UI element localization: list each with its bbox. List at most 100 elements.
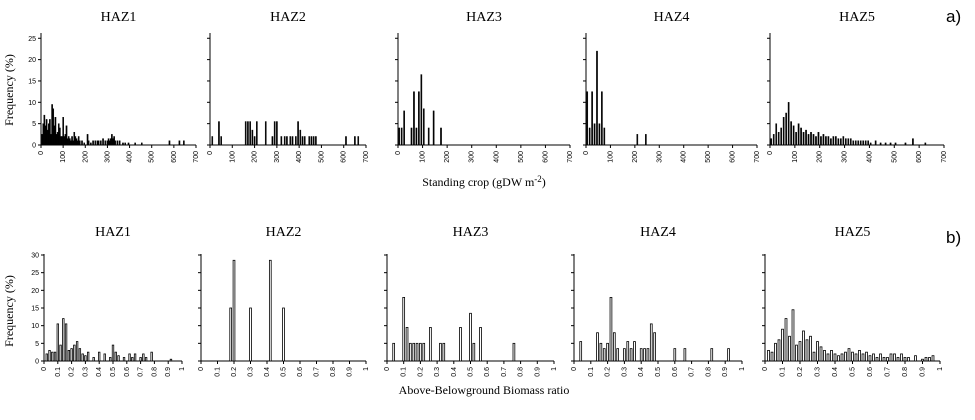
bar xyxy=(928,357,931,362)
panel-title-a-haz1: HAZ1 xyxy=(101,10,137,25)
bar xyxy=(432,110,435,146)
bar xyxy=(183,140,185,146)
xtick-label: 400 xyxy=(296,151,303,163)
bar xyxy=(812,134,815,146)
bar xyxy=(879,142,882,146)
xtick-label: 400 xyxy=(681,151,688,163)
bar xyxy=(427,127,430,146)
bar xyxy=(832,136,835,146)
bar xyxy=(104,140,107,146)
xtick-label: 500 xyxy=(891,151,898,163)
xtick-label: 0 xyxy=(583,151,590,155)
bar xyxy=(282,307,285,362)
xtick-label: 0 xyxy=(571,367,578,371)
bar xyxy=(819,346,823,362)
bar xyxy=(103,353,106,362)
ytick-label: 0 xyxy=(32,143,36,150)
bar xyxy=(139,357,142,362)
bar xyxy=(169,358,173,362)
bar xyxy=(785,112,787,146)
ytick-label: 15 xyxy=(28,78,36,85)
bar xyxy=(865,351,868,362)
bar xyxy=(442,342,446,362)
xtick-label: 1 xyxy=(739,367,746,371)
ytick-label: 30 xyxy=(31,253,39,260)
bar xyxy=(127,142,130,146)
xtick-label: 0 xyxy=(38,151,45,155)
bar xyxy=(429,327,432,362)
bar xyxy=(150,351,153,362)
bar xyxy=(775,123,778,146)
bar xyxy=(609,296,613,362)
xtick-label: 300 xyxy=(656,151,663,163)
bar xyxy=(777,131,780,146)
panel-b-haz5: HAZ5 0 0.1 0.2 0.3 0.4 0.5 0.6 0.7 0.8 0.9 1 xyxy=(762,225,944,377)
bar xyxy=(83,142,86,146)
xtick-label: 0.7 xyxy=(501,367,508,377)
bar xyxy=(825,136,827,146)
bar xyxy=(792,125,795,146)
xtick-label: 0.6 xyxy=(484,367,491,377)
panel-a-haz2: HAZ2 0 100 200 300 400 500 600 700 xyxy=(207,10,370,163)
xtick-label: 700 xyxy=(363,151,370,163)
bar xyxy=(869,142,872,146)
bar xyxy=(889,142,892,146)
bar xyxy=(297,121,299,146)
bar xyxy=(405,327,409,362)
bar xyxy=(419,342,422,362)
bar xyxy=(812,351,816,362)
bar xyxy=(439,342,442,362)
bar xyxy=(54,117,57,146)
bar xyxy=(420,74,423,146)
bar xyxy=(56,323,59,362)
bar xyxy=(822,134,825,146)
xtick-label: 0.9 xyxy=(534,367,541,377)
bar xyxy=(636,134,639,146)
bar xyxy=(94,140,97,146)
bar xyxy=(131,357,134,362)
bar xyxy=(844,138,847,146)
ytick-label: 10 xyxy=(31,323,39,330)
bar xyxy=(62,117,64,146)
bar xyxy=(606,342,609,362)
bar xyxy=(797,123,800,146)
xtick-label: 300 xyxy=(842,151,849,163)
bar xyxy=(649,323,653,362)
ytick-label: 25 xyxy=(28,36,36,43)
xtick-label: 1 xyxy=(363,367,370,371)
bar xyxy=(601,91,603,146)
xtick-label: 0.2 xyxy=(605,367,612,377)
xtick-label: 0.1 xyxy=(401,367,408,377)
bar xyxy=(114,140,117,146)
bar xyxy=(844,351,847,362)
bar xyxy=(837,138,840,146)
bar xyxy=(826,353,830,362)
panel-a-haz4: HAZ4 0 100 200 300 400 500 600 700 xyxy=(583,10,761,163)
panel-b-haz3: HAZ3 0 0.1 0.2 0.3 0.4 0.5 0.6 0.7 0.8 0.9 1 xyxy=(384,225,558,377)
xtick-label: 0.7 xyxy=(138,367,145,377)
bar xyxy=(98,351,101,362)
bar xyxy=(810,131,812,146)
bar xyxy=(840,138,842,146)
bar xyxy=(78,348,82,362)
bar xyxy=(403,110,405,146)
xtick-label: 600 xyxy=(171,151,178,163)
bar xyxy=(422,342,426,362)
ytick-label: 15 xyxy=(31,306,39,313)
bar xyxy=(907,357,910,362)
xtick-label: 700 xyxy=(754,151,761,163)
panel-title-a-haz5: HAZ5 xyxy=(839,10,875,25)
panel-title-b-haz3: HAZ3 xyxy=(453,225,489,240)
panel-title-b-haz2: HAZ2 xyxy=(266,225,302,240)
xtick-label: 0.8 xyxy=(705,367,712,377)
bar xyxy=(81,140,83,146)
bar xyxy=(598,123,601,146)
xtick-label: 0 xyxy=(198,367,205,371)
xtick-label: 600 xyxy=(916,151,923,163)
xtick-label: 0.6 xyxy=(672,367,679,377)
xtick-label: 100 xyxy=(60,151,67,163)
bar xyxy=(603,127,606,146)
bar xyxy=(807,134,810,146)
bar xyxy=(859,140,862,146)
